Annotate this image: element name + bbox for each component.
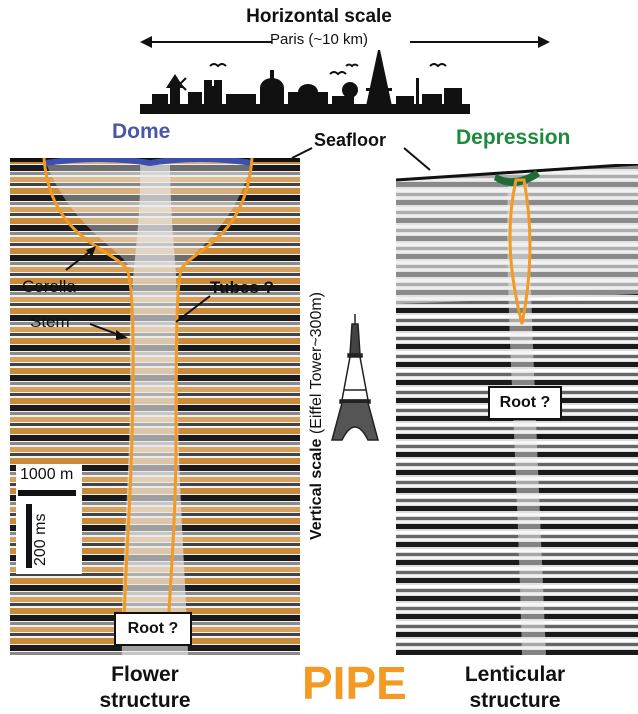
flower-label-line2: structure [99,689,191,712]
right-root-label: Root ? [488,386,562,420]
corolla-label: Corolla [22,277,76,296]
stem-label: Stem [30,312,70,331]
scale-horizontal-label: 1000 m [20,466,74,483]
paris-skyline-icon [140,50,470,114]
left-seismic-panel [10,158,300,655]
seafloor-label: Seafloor [314,130,387,150]
depression-label: Depression [456,126,571,149]
lenticular-label-line2: structure [469,689,561,712]
vertical-scale-detail: (Eiffel Tower~300m) [308,291,325,435]
dome-label: Dome [112,120,171,143]
horizontal-scale-arrow [140,36,550,48]
flower-structure-label: Flower structure [80,662,210,714]
eiffel-tower-icon [331,314,379,441]
horizontal-scale-subtitle: Paris (~10 km) [270,31,368,48]
scale-vertical-label: 200 ms [32,513,49,566]
horizontal-scale-title: Horizontal scale [246,6,392,27]
vertical-scale-label: Vertical scale (Eiffel Tower~300m) [308,292,326,540]
tubes-label: Tubes ? [210,278,274,297]
vertical-scale-title: Vertical scale [308,438,325,540]
seafloor-pointers [291,147,431,171]
lenticular-label-line1: Lenticular [464,663,566,686]
left-root-label: Root ? [114,612,192,646]
pipe-title: PIPE [302,657,407,709]
flower-label-line1: Flower [111,663,179,686]
lenticular-structure-label: Lenticular structure [440,662,590,714]
